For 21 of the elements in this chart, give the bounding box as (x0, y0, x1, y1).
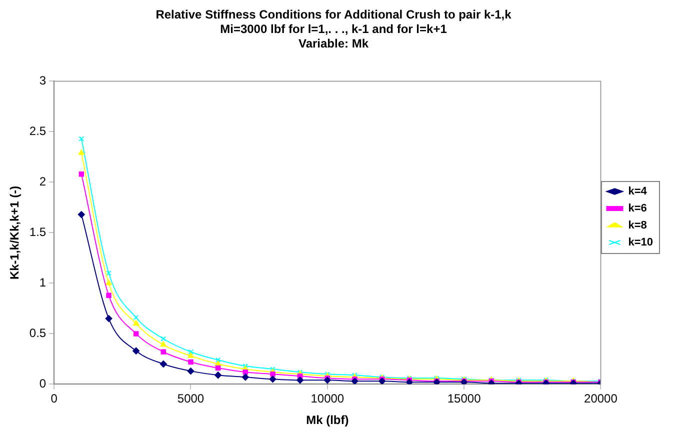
legend-label: k=10 (628, 236, 654, 249)
y-tick-label: 1 (39, 276, 46, 290)
text: Mi=3000 lbf for l=1,. . ., k-1 and for l=k+1 (220, 22, 447, 36)
y-tick-label: 0.5 (29, 326, 46, 340)
text: Variable: Mk (298, 36, 369, 50)
legend-label: k=8 (628, 220, 647, 232)
legend-label: k=6 (628, 202, 647, 215)
y-tick-label: 0 (39, 376, 46, 391)
x-tick-label: 15000 (447, 392, 482, 406)
text: Relative Stiffness Conditions for Additional Crush to pair k-1,k (156, 8, 512, 22)
x-tick-label: 5000 (177, 392, 204, 406)
y-tick-label: 2 (39, 174, 46, 189)
y-tick-label: 2.5 (29, 124, 46, 138)
x-tick-label: 10000 (310, 392, 344, 406)
y-tick-label: 1.5 (29, 225, 46, 240)
y-tick-label: 3 (39, 74, 46, 88)
y-axis-title: Kk-1,k/Kk,k+1 (-) (8, 186, 22, 280)
x-axis-title: Mk (lbf) (306, 413, 349, 428)
legend-label: k=4 (628, 186, 648, 198)
x-tick-label: 0 (50, 392, 58, 406)
x-tick-label: 20000 (584, 392, 618, 406)
